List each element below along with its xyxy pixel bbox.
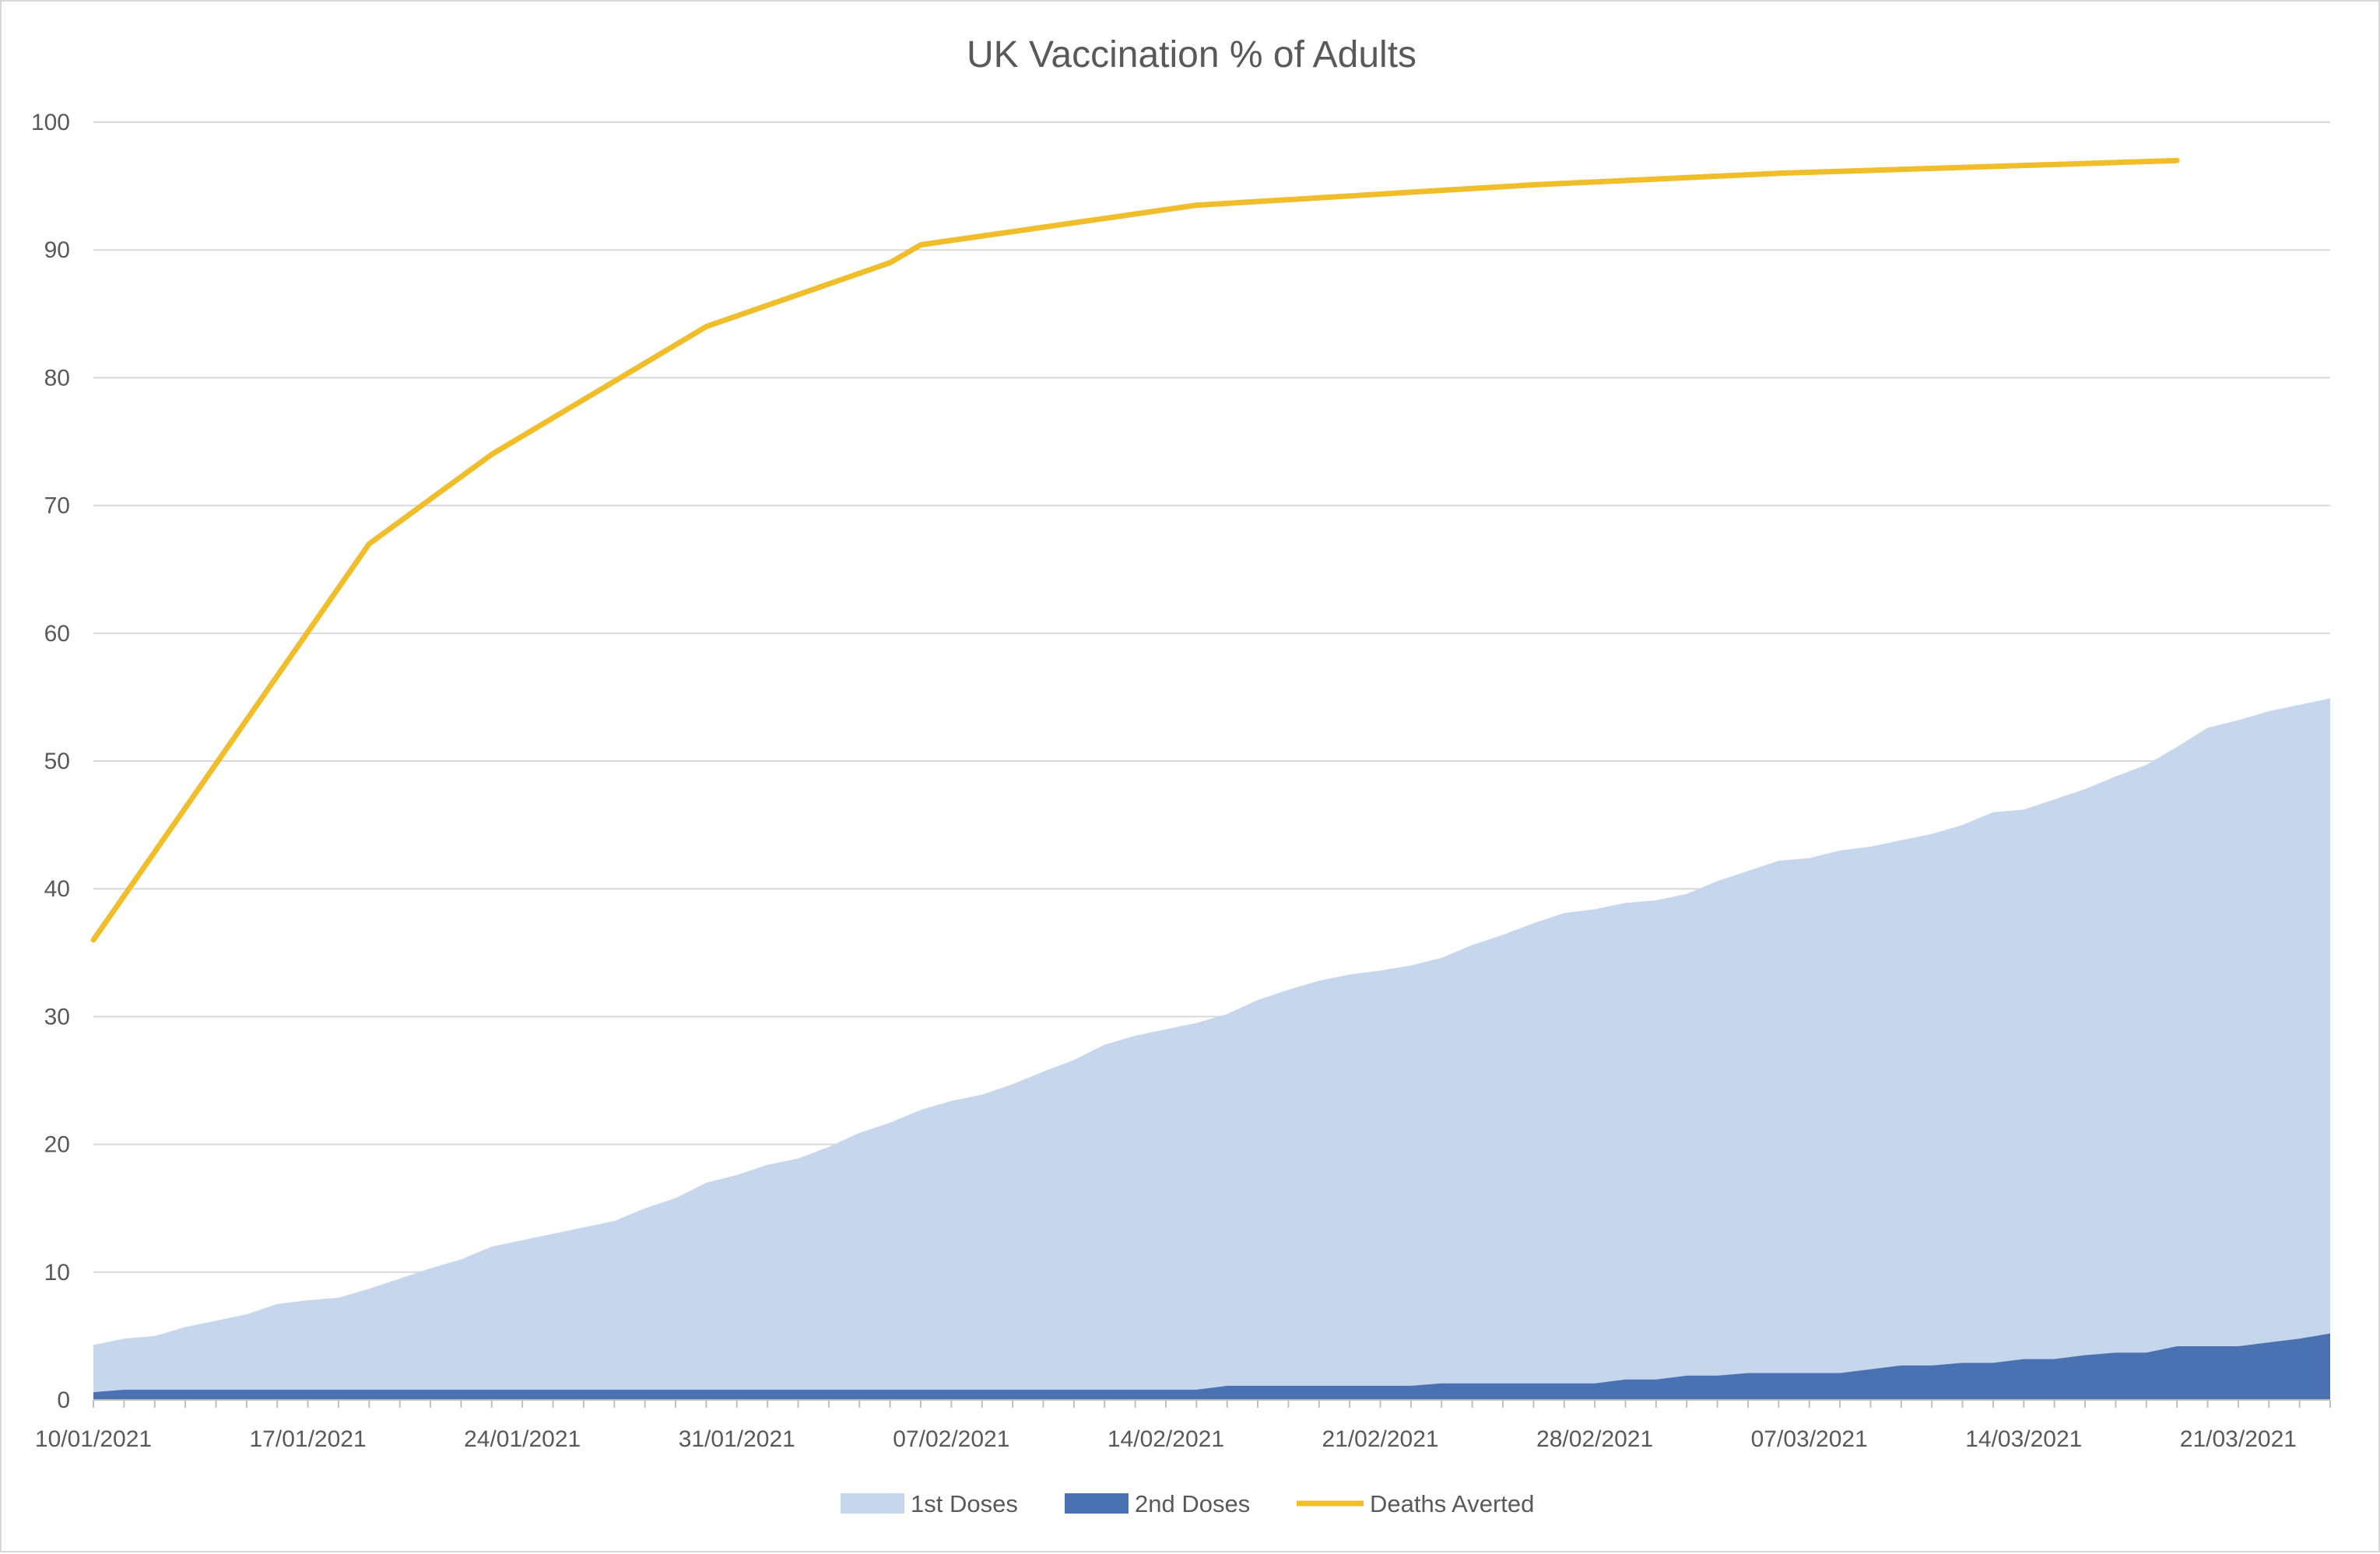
x-tick-label: 28/02/2021 (1536, 1426, 1653, 1452)
y-tick-label: 90 (44, 237, 70, 263)
legend-label-1st-doses: 1st Doses (911, 1490, 1018, 1517)
x-tick-label: 07/03/2021 (1751, 1426, 1868, 1452)
y-tick-label: 50 (44, 749, 70, 774)
y-tick-label: 10 (44, 1260, 70, 1286)
chart-title: UK Vaccination % of Adults (967, 34, 1416, 75)
x-axis-tick-labels: 10/01/2021 17/01/2021 24/01/2021 31/01/2021… (35, 1426, 2297, 1452)
line-deaths-averted (90, 157, 2180, 943)
y-axis-tick-labels: 0 10 20 30 40 50 60 70 80 90 100 (31, 110, 70, 1413)
y-tick-label: 0 (57, 1387, 70, 1413)
y-tick-label: 20 (44, 1132, 70, 1158)
gridlines (93, 121, 2330, 1273)
y-tick-label: 100 (31, 110, 70, 135)
x-tick-label: 24/01/2021 (464, 1426, 581, 1452)
x-tick-label: 17/01/2021 (250, 1426, 367, 1452)
legend-label-deaths-averted: Deaths Averted (1370, 1490, 1534, 1517)
x-tick-label: 14/02/2021 (1108, 1426, 1224, 1452)
legend-swatch-1st-doses (841, 1493, 904, 1514)
line-series (90, 157, 2180, 943)
legend: 1st Doses 2nd Doses Deaths Averted (841, 1490, 1534, 1517)
legend-label-2nd-doses: 2nd Doses (1135, 1490, 1250, 1517)
y-tick-label: 60 (44, 621, 70, 647)
area-2nd-doses (93, 1333, 2330, 1400)
x-tick-label: 21/02/2021 (1322, 1426, 1438, 1452)
axes (93, 1399, 2331, 1408)
legend-swatch-2nd-doses (1065, 1493, 1129, 1514)
x-tick-label: 21/03/2021 (2180, 1426, 2297, 1452)
area-1st-doses (93, 698, 2330, 1400)
y-tick-label: 70 (44, 493, 70, 519)
x-tick-label: 31/01/2021 (679, 1426, 795, 1452)
y-tick-label: 30 (44, 1004, 70, 1030)
y-tick-label: 80 (44, 365, 70, 391)
x-tick-label: 10/01/2021 (35, 1426, 152, 1452)
x-tick-label: 14/03/2021 (1965, 1426, 2082, 1452)
y-tick-label: 40 (44, 876, 70, 902)
x-tick-label: 07/02/2021 (893, 1426, 1009, 1452)
area-series (93, 698, 2330, 1400)
